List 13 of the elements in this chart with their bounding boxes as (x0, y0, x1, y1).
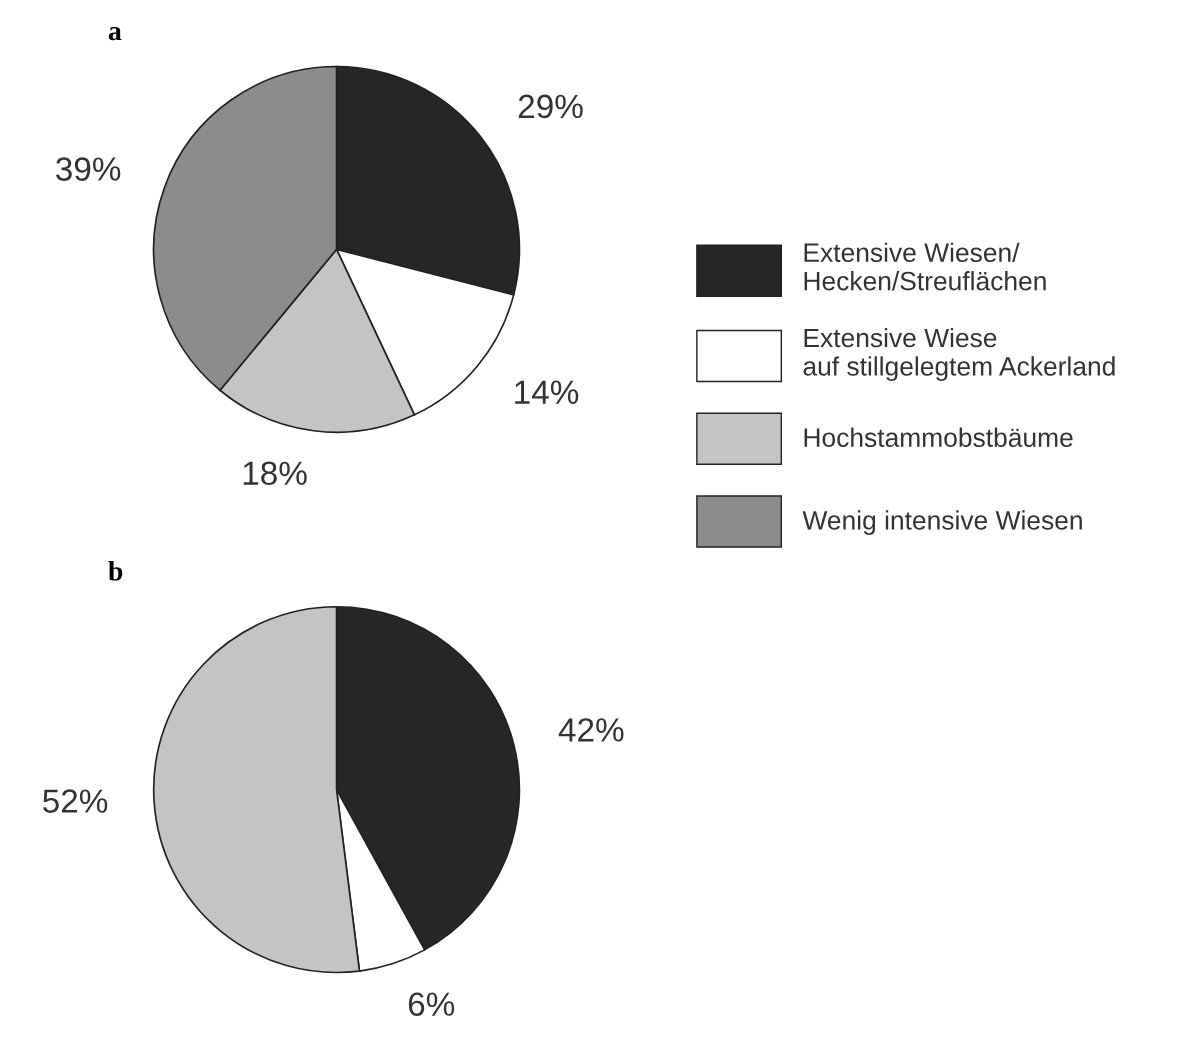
data-label: 14% (515, 380, 579, 404)
data-label: 52% (43, 789, 108, 813)
chart-title: a (108, 27, 122, 41)
legend-label: Hochstammobstbäume (804, 427, 1073, 447)
data-label: 39% (56, 157, 121, 181)
chart-title: b (108, 561, 123, 581)
data-label: 29% (518, 94, 583, 119)
data-label: 18% (243, 461, 307, 486)
data-label: 6% (408, 992, 455, 1016)
legend-label: Extensive Wiese auf stillgelegtem Ackerland (803, 327, 1115, 381)
data-label: 42% (558, 718, 624, 742)
legend-label: Wenig intensive Wiesen (802, 510, 1082, 535)
legend-label: Extensive Wiesen/ Hecken/Streuflächen (804, 242, 1046, 291)
